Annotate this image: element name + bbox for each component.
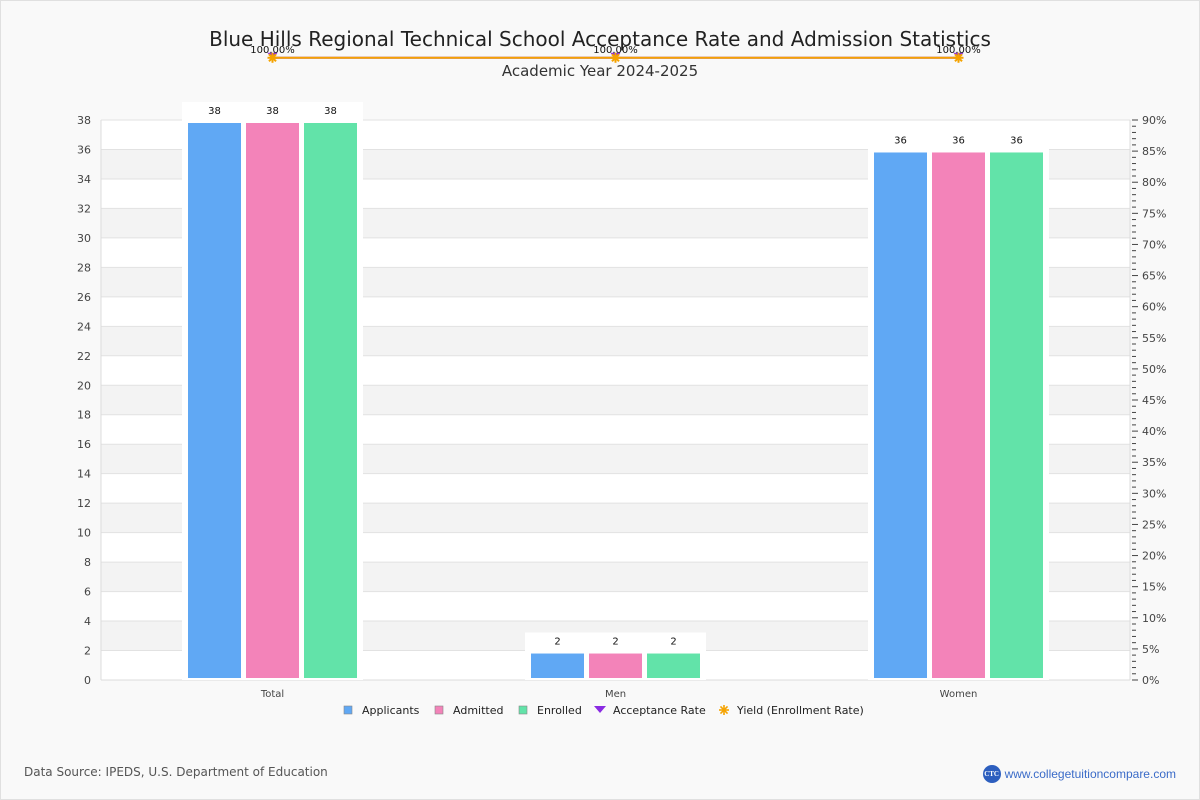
bar-admitted: [932, 152, 985, 678]
bar-value-label: 2: [670, 637, 676, 648]
bar-enrolled: [990, 152, 1043, 678]
legend-label: Admitted: [453, 704, 503, 717]
yield-marker: [267, 52, 278, 63]
y-tick-label: 12: [77, 497, 91, 510]
y-tick-label: 18: [77, 409, 91, 422]
y-tick-label: 30: [77, 232, 91, 245]
y-tick-label: 34: [77, 173, 91, 186]
y2-tick-label: 30%: [1142, 487, 1166, 500]
y-tick-label: 32: [77, 202, 91, 215]
y2-tick-label: 40%: [1142, 425, 1166, 438]
legend-item[interactable]: Applicants: [343, 704, 420, 717]
y2-tick-label: 90%: [1142, 114, 1166, 127]
legend-swatch: [434, 705, 444, 715]
yield-marker: [610, 52, 621, 63]
plot-area: 024681012141618202224262830323436380%5%1…: [77, 45, 1166, 700]
y-tick-label: 16: [77, 438, 91, 451]
y-tick-label: 2: [84, 645, 91, 658]
y2-tick-label: 55%: [1142, 332, 1166, 345]
y-tick-label: 10: [77, 527, 91, 540]
y-tick-label: 22: [77, 350, 91, 363]
legend-label: Enrolled: [537, 704, 582, 717]
legend-swatch: [343, 705, 353, 715]
y-tick-label: 36: [77, 143, 91, 156]
data-source: Data Source: IPEDS, U.S. Department of E…: [24, 765, 328, 779]
y2-tick-label: 20%: [1142, 550, 1166, 563]
y2-tick-label: 35%: [1142, 456, 1166, 469]
acceptance-rate-legend-icon: [594, 706, 606, 713]
bar-admitted: [246, 123, 299, 678]
legend-label: Yield (Enrollment Rate): [736, 704, 864, 717]
yield-marker-stroke: [268, 53, 277, 63]
y2-tick-label: 50%: [1142, 363, 1166, 376]
x-category-label: Total: [260, 689, 284, 700]
legend: Applicants Admitted Enrolled Acceptance Rat…: [343, 704, 864, 717]
bar-value-label: 2: [612, 637, 618, 648]
rate-label: 100.00%: [250, 45, 295, 56]
site-url[interactable]: www.collegetuitioncompare.com: [1004, 767, 1176, 781]
bar-applicants: [874, 152, 927, 678]
y2-tick-label: 70%: [1142, 238, 1166, 251]
y2-tick-label: 15%: [1142, 581, 1166, 594]
y-tick-label: 0: [84, 674, 91, 687]
bar-enrolled: [647, 653, 700, 678]
rate-label: 100.00%: [593, 45, 638, 56]
y2-tick-label: 5%: [1142, 643, 1159, 656]
legend-item[interactable]: Admitted: [434, 704, 503, 717]
chart-subtitle: Academic Year 2024-2025: [502, 62, 698, 80]
y-tick-label: 28: [77, 261, 91, 274]
chart-title: Blue Hills Regional Technical School Acc…: [209, 27, 991, 51]
bar-value-label: 36: [894, 135, 907, 146]
legend-label: Acceptance Rate: [613, 704, 706, 717]
bar-value-label: 38: [324, 106, 337, 117]
y2-tick-label: 80%: [1142, 176, 1166, 189]
y-tick-label: 38: [77, 114, 91, 127]
y2-tick-label: 85%: [1142, 145, 1166, 158]
bar-applicants: [188, 123, 241, 678]
bar-value-label: 2: [554, 637, 560, 648]
y2-tick-label: 65%: [1142, 270, 1166, 283]
y-tick-label: 8: [84, 556, 91, 569]
bar-admitted: [589, 653, 642, 678]
rate-label: 100.00%: [936, 45, 981, 56]
legend-item[interactable]: Yield (Enrollment Rate): [719, 704, 864, 717]
y2-tick-label: 45%: [1142, 394, 1166, 407]
legend-label: Applicants: [362, 704, 420, 717]
yield-legend-icon-stroke: [719, 705, 729, 715]
y2-tick-label: 10%: [1142, 612, 1166, 625]
y-tick-label: 14: [77, 468, 91, 481]
legend-swatch: [518, 705, 528, 715]
x-category-label: Men: [605, 689, 626, 700]
yield-marker-stroke: [954, 53, 963, 63]
bar-value-label: 36: [1010, 135, 1023, 146]
yield-marker: [953, 52, 964, 63]
legend-item[interactable]: Acceptance Rate: [594, 704, 706, 717]
y-tick-label: 20: [77, 379, 91, 392]
y-tick-label: 6: [84, 586, 91, 599]
y-tick-label: 4: [84, 615, 91, 628]
y2-tick-label: 25%: [1142, 518, 1166, 531]
bar-enrolled: [304, 123, 357, 678]
y-tick-label: 24: [77, 320, 91, 333]
bar-value-label: 38: [208, 106, 221, 117]
bar-value-label: 36: [952, 135, 965, 146]
bar-value-label: 38: [266, 106, 279, 117]
bar-applicants: [531, 653, 584, 678]
y2-tick-label: 75%: [1142, 207, 1166, 220]
x-category-label: Women: [940, 689, 978, 700]
legend-item[interactable]: Enrolled: [518, 704, 582, 717]
y-tick-label: 26: [77, 291, 91, 304]
y2-tick-label: 0%: [1142, 674, 1159, 687]
yield-marker-stroke: [611, 53, 620, 63]
site-link[interactable]: CTC www.collegetuitioncompare.com: [982, 765, 1176, 783]
ctc-logo-icon: CTC: [982, 765, 1001, 783]
y2-tick-label: 60%: [1142, 301, 1166, 314]
